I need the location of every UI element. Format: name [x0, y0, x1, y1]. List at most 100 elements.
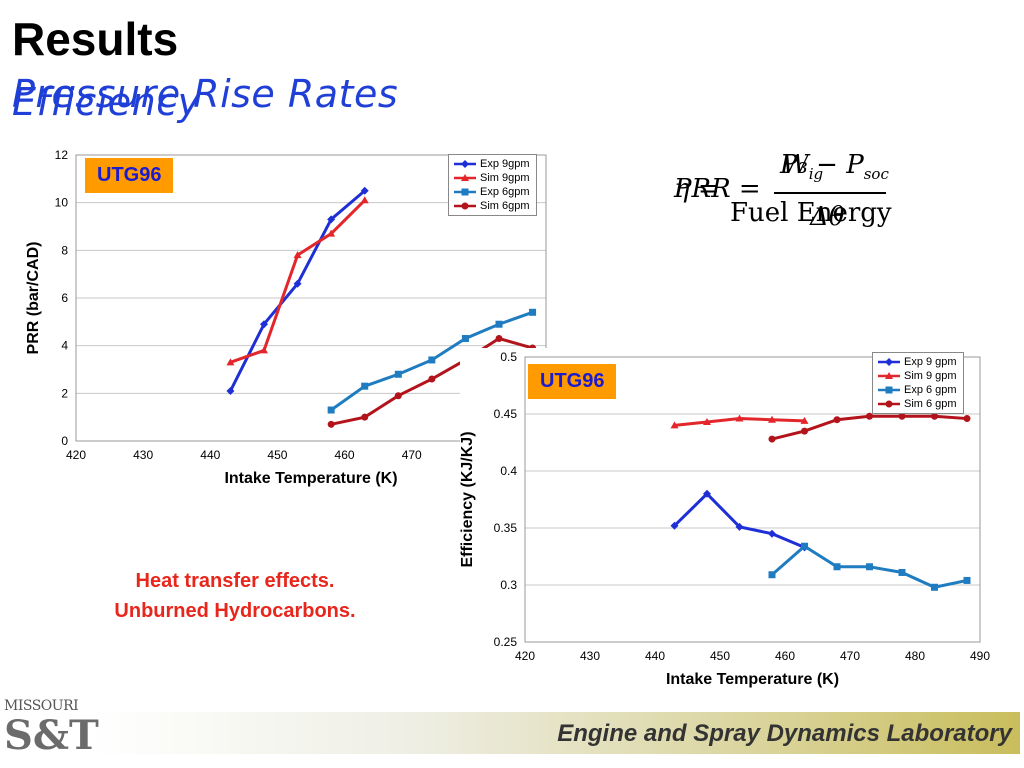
- data-point: [293, 251, 302, 259]
- data-point: [866, 563, 873, 571]
- data-point: [495, 320, 503, 328]
- x-tick-label: 460: [775, 649, 795, 663]
- legend-item: Exp 9 gpm: [877, 355, 957, 369]
- legend-swatch: [878, 358, 900, 366]
- data-point: [260, 346, 268, 354]
- x-tick-label: 420: [66, 448, 86, 462]
- data-point: [768, 435, 776, 443]
- eta-denominator: Fuel Energy: [730, 198, 892, 228]
- data-point: [428, 375, 436, 383]
- legend-marker: [885, 386, 893, 394]
- prr-lhs: PRR =: [674, 174, 761, 204]
- data-point: [703, 489, 711, 498]
- data-point: [963, 415, 971, 423]
- x-tick-label: 460: [335, 448, 355, 462]
- legend-item: Exp 6 gpm: [877, 383, 957, 397]
- y-tick-label: 0.4: [500, 464, 517, 478]
- fraction-bar: [774, 192, 886, 194]
- x-tick-label: 420: [515, 649, 535, 663]
- y-tick-label: 0.45: [494, 407, 518, 421]
- legend-swatch: [878, 400, 900, 408]
- legend-label: Exp 6 gpm: [904, 384, 957, 396]
- data-point: [361, 413, 369, 421]
- legend-item: Exp 6gpm: [453, 185, 530, 199]
- y-tick-label: 0.3: [500, 578, 517, 592]
- prr-denominator: Δθ: [810, 202, 845, 232]
- x-tick-label: 470: [840, 649, 860, 663]
- y-tick-label: 0.5: [500, 350, 517, 364]
- y-tick-label: 2: [61, 386, 68, 400]
- data-point: [327, 229, 336, 237]
- x-tick-label: 440: [645, 649, 665, 663]
- legend-swatch: [454, 202, 476, 210]
- logo-main-text: S&T: [4, 712, 99, 759]
- note-line-2: Unburned Hydrocarbons.: [114, 600, 356, 622]
- legend-swatch: [454, 174, 476, 181]
- legend-marker: [461, 174, 469, 181]
- data-point: [931, 412, 938, 420]
- data-point: [800, 416, 809, 424]
- y-tick-label: 4: [61, 339, 68, 353]
- legend-swatch: [878, 372, 900, 379]
- x-tick-label: 470: [402, 448, 422, 462]
- data-point: [801, 427, 808, 435]
- legend-item: Sim 6gpm: [453, 199, 530, 213]
- data-point: [670, 421, 679, 429]
- legend-label: Sim 6 gpm: [904, 398, 957, 410]
- chart2-badge: UTG96: [528, 364, 617, 399]
- data-point: [327, 215, 336, 224]
- data-point: [226, 358, 235, 366]
- legend-marker: [885, 358, 893, 366]
- legend-item: Sim 6 gpm: [877, 397, 957, 411]
- data-point: [801, 542, 808, 550]
- y-axis-label: Efficiency (KJ/KJ): [459, 431, 476, 567]
- legend-marker: [461, 188, 469, 196]
- data-point: [394, 392, 402, 400]
- data-point: [833, 563, 841, 571]
- legend-item: Sim 9 gpm: [877, 369, 957, 383]
- data-point: [866, 412, 873, 420]
- legend-label: Exp 9gpm: [480, 158, 530, 170]
- legend-marker: [461, 202, 469, 210]
- legend-label: Sim 9 gpm: [904, 370, 957, 382]
- x-tick-label: 430: [580, 649, 600, 663]
- equations: PRR = η = P₃ − Psoc Wig Fuel Energy Δθ: [670, 148, 910, 248]
- x-tick-label: 450: [710, 649, 730, 663]
- x-axis-label: Intake Temperature (K): [224, 470, 397, 487]
- efficiency-chart: 0.25 0.3 0.35 0.4 0.45 0.5 420 430 440 450 460 470 4…: [459, 350, 990, 688]
- data-point: [735, 522, 744, 531]
- footer-lab-name: Engine and Spray Dynamics Laboratory: [557, 720, 1012, 747]
- series-line: [673, 491, 806, 549]
- x-tick-label: 430: [133, 448, 153, 462]
- data-point: [327, 420, 335, 428]
- plot-area: [75, 154, 547, 442]
- data-point: [428, 356, 436, 364]
- data-point: [394, 370, 402, 378]
- prr-numerator: P₃ − Psoc: [780, 150, 889, 184]
- y-tick-label: 8: [61, 243, 68, 257]
- data-point: [735, 414, 744, 422]
- y-tick-label: 0.35: [494, 521, 518, 535]
- data-point: [898, 412, 906, 420]
- data-point: [360, 196, 369, 204]
- legend-swatch: [454, 188, 476, 196]
- y-tick-label: 6: [61, 291, 68, 305]
- data-point: [703, 417, 711, 425]
- logo-top-text: MISSOURI: [4, 698, 79, 714]
- y-tick-label: 0.25: [494, 635, 518, 649]
- subtitle-efficiency: Efficiency: [12, 80, 201, 124]
- data-point: [361, 382, 369, 390]
- x-axis-label: Intake Temperature (K): [666, 671, 839, 688]
- chart2-legend: Exp 9 gpm Sim 9 gpm Exp 6 gpm Sim 6 gpm: [872, 352, 964, 414]
- data-point: [768, 571, 776, 579]
- data-point: [461, 335, 469, 343]
- data-point: [768, 529, 776, 538]
- note-line-1: Heat transfer effects.: [135, 570, 335, 592]
- y-axis-label: PRR (bar/CAD): [25, 242, 42, 355]
- data-point: [360, 186, 369, 195]
- data-point: [226, 386, 235, 395]
- legend-marker: [885, 400, 893, 408]
- legend-marker: [885, 372, 893, 379]
- legend-label: Sim 6gpm: [480, 200, 530, 212]
- legend-label: Exp 9 gpm: [904, 356, 957, 368]
